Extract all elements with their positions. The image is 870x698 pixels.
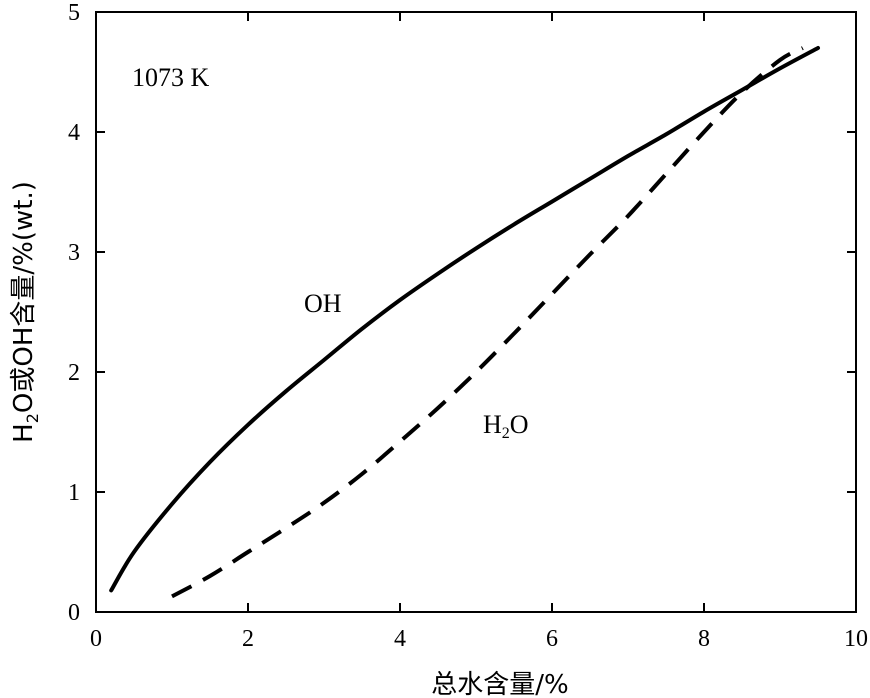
y-tick-label-0: 0 <box>68 600 80 626</box>
series-line-oh <box>109 46 820 593</box>
x-tick-label-2: 4 <box>394 626 406 652</box>
h2o-label-sub: 2 <box>502 425 510 442</box>
y-tick-label-1: 1 <box>68 480 80 506</box>
x-tick-label-0: 0 <box>90 626 102 652</box>
series-line-h2o <box>171 46 804 599</box>
x-tick-label-3: 6 <box>546 626 558 652</box>
axis-ticks <box>95 11 857 613</box>
h2o-label-h: H <box>483 410 502 439</box>
temperature-annotation: 1073 K <box>132 63 210 92</box>
series-label-oh: OH <box>304 289 342 318</box>
plot-frame <box>95 11 857 613</box>
y-title-sub: 2 <box>23 413 42 423</box>
y-title-rest: O或OH含量/%(wt.) <box>9 181 39 413</box>
y-tick-label-2: 2 <box>68 360 80 386</box>
h2o-label-o: O <box>510 410 529 439</box>
y-tick-label-3: 3 <box>68 240 80 266</box>
y-axis-title: H2O或OH含量/%(wt.) <box>9 181 42 443</box>
y-title-h: H <box>9 423 39 443</box>
series-label-h2o: H2O <box>483 410 529 442</box>
y-tick-label-5: 5 <box>68 0 80 26</box>
x-tick-label-5: 10 <box>844 626 868 652</box>
series-layer <box>109 46 820 599</box>
x-axis-title: 总水含量/% <box>431 670 568 698</box>
y-tick-label-4: 4 <box>68 120 80 146</box>
tick-labels: 0 2 4 6 8 10 0 1 2 3 4 5 <box>68 0 868 652</box>
x-tick-label-1: 2 <box>242 626 254 652</box>
x-tick-label-4: 8 <box>698 626 710 652</box>
